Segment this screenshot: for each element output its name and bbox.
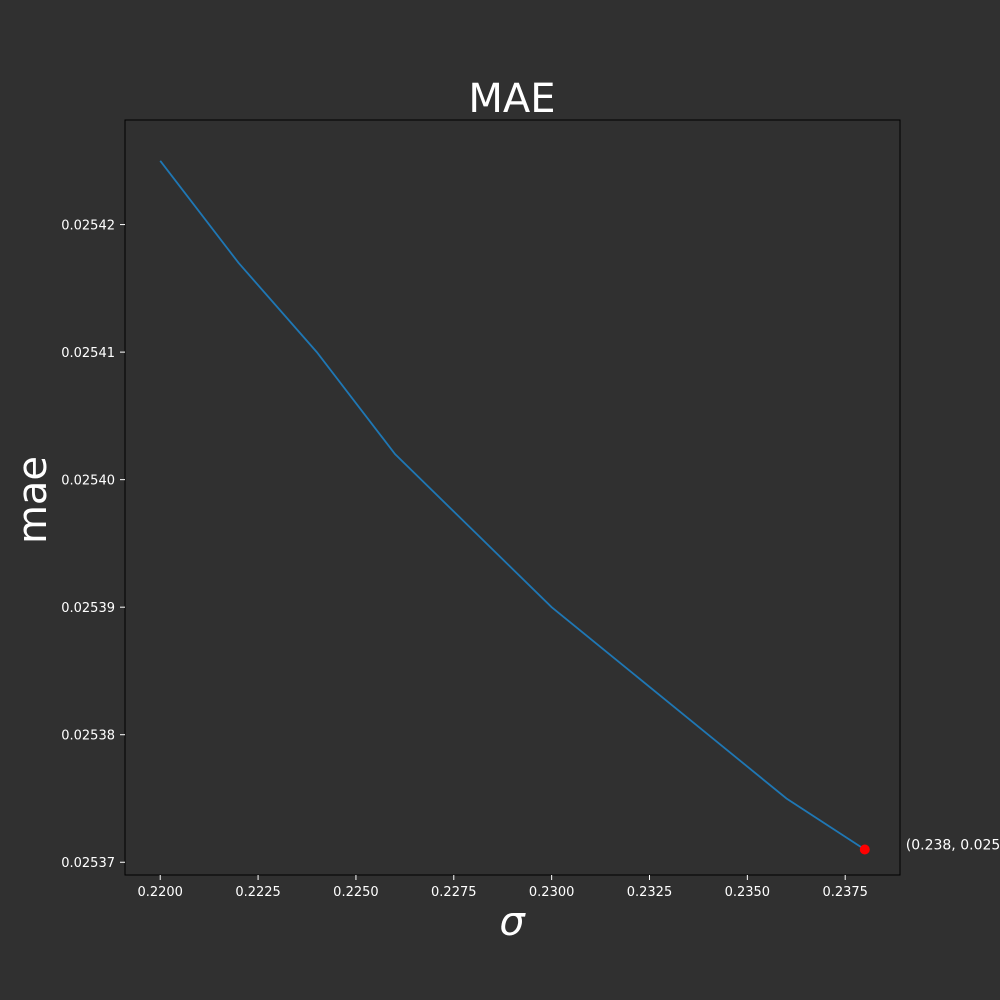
y-tick-label: 0.02538: [61, 729, 115, 744]
y-axis: 0.02537 0.02538 0.02539 0.02540 0.02541 0.025…: [61, 219, 125, 871]
plot-area: [124, 119, 901, 876]
x-tick-label: 0.2225: [235, 885, 281, 900]
y-axis-label: mae: [10, 456, 56, 544]
y-tick-label: 0.02540: [61, 474, 115, 489]
chart-title: MAE: [468, 76, 555, 122]
x-axis: 0.2200 0.2225 0.2250 0.2275 0.2300 0.2325 0.23…: [137, 875, 868, 900]
x-tick-label: 0.2350: [725, 885, 771, 900]
y-tick-label: 0.02541: [61, 346, 115, 361]
y-tick-label: 0.02542: [61, 219, 115, 234]
x-tick-label: 0.2300: [529, 885, 575, 900]
x-tick-label: 0.2275: [431, 885, 477, 900]
highlight-annotation: (0.238, 0.025: [906, 837, 1000, 853]
mae-series-line: [159, 160, 866, 851]
x-tick-label: 0.2325: [627, 885, 673, 900]
x-tick-label: 0.2250: [333, 885, 379, 900]
y-tick-label: 0.02539: [61, 601, 115, 616]
y-tick-label: 0.02537: [61, 856, 115, 871]
x-tick-label: 0.2200: [137, 885, 183, 900]
x-axis-label: σ: [499, 899, 526, 945]
highlight-point: [859, 844, 870, 855]
x-tick-label: 0.2375: [822, 885, 868, 900]
